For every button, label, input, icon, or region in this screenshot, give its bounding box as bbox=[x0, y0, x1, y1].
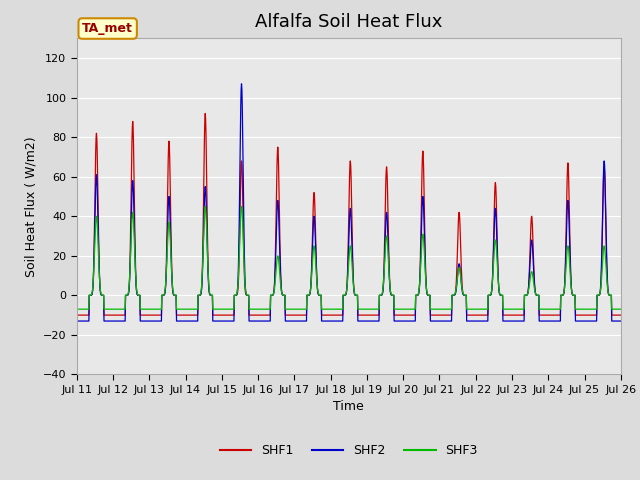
SHF3 bbox=[433, 306, 440, 312]
SHF3 bbox=[202, 204, 209, 209]
SHF3 bbox=[287, 306, 294, 312]
SHF3 bbox=[569, 292, 577, 298]
SHF1 bbox=[287, 312, 294, 318]
SHF3 bbox=[617, 306, 625, 312]
Text: TA_met: TA_met bbox=[82, 22, 133, 35]
SHF2 bbox=[300, 318, 308, 324]
SHF2 bbox=[569, 292, 577, 298]
Y-axis label: Soil Heat Flux ( W/m2): Soil Heat Flux ( W/m2) bbox=[24, 136, 37, 276]
Line: SHF3: SHF3 bbox=[77, 206, 621, 309]
SHF2 bbox=[73, 318, 81, 324]
SHF1 bbox=[300, 312, 308, 318]
SHF2 bbox=[193, 318, 201, 324]
SHF3 bbox=[300, 306, 308, 312]
SHF1 bbox=[73, 312, 81, 318]
Line: SHF2: SHF2 bbox=[77, 84, 621, 321]
SHF1 bbox=[617, 312, 625, 318]
SHF2 bbox=[617, 318, 625, 324]
SHF2 bbox=[237, 81, 245, 87]
SHF1 bbox=[193, 312, 201, 318]
SHF3 bbox=[522, 292, 530, 298]
SHF1 bbox=[522, 292, 530, 298]
Line: SHF1: SHF1 bbox=[77, 113, 621, 315]
SHF2 bbox=[287, 318, 294, 324]
SHF3 bbox=[193, 306, 201, 312]
SHF2 bbox=[433, 318, 440, 324]
X-axis label: Time: Time bbox=[333, 400, 364, 413]
SHF3 bbox=[73, 306, 81, 312]
Legend: SHF1, SHF2, SHF3: SHF1, SHF2, SHF3 bbox=[214, 439, 483, 462]
SHF1 bbox=[202, 110, 209, 116]
SHF1 bbox=[433, 312, 440, 318]
SHF1 bbox=[569, 292, 577, 298]
SHF2 bbox=[522, 292, 530, 298]
Title: Alfalfa Soil Heat Flux: Alfalfa Soil Heat Flux bbox=[255, 13, 442, 31]
